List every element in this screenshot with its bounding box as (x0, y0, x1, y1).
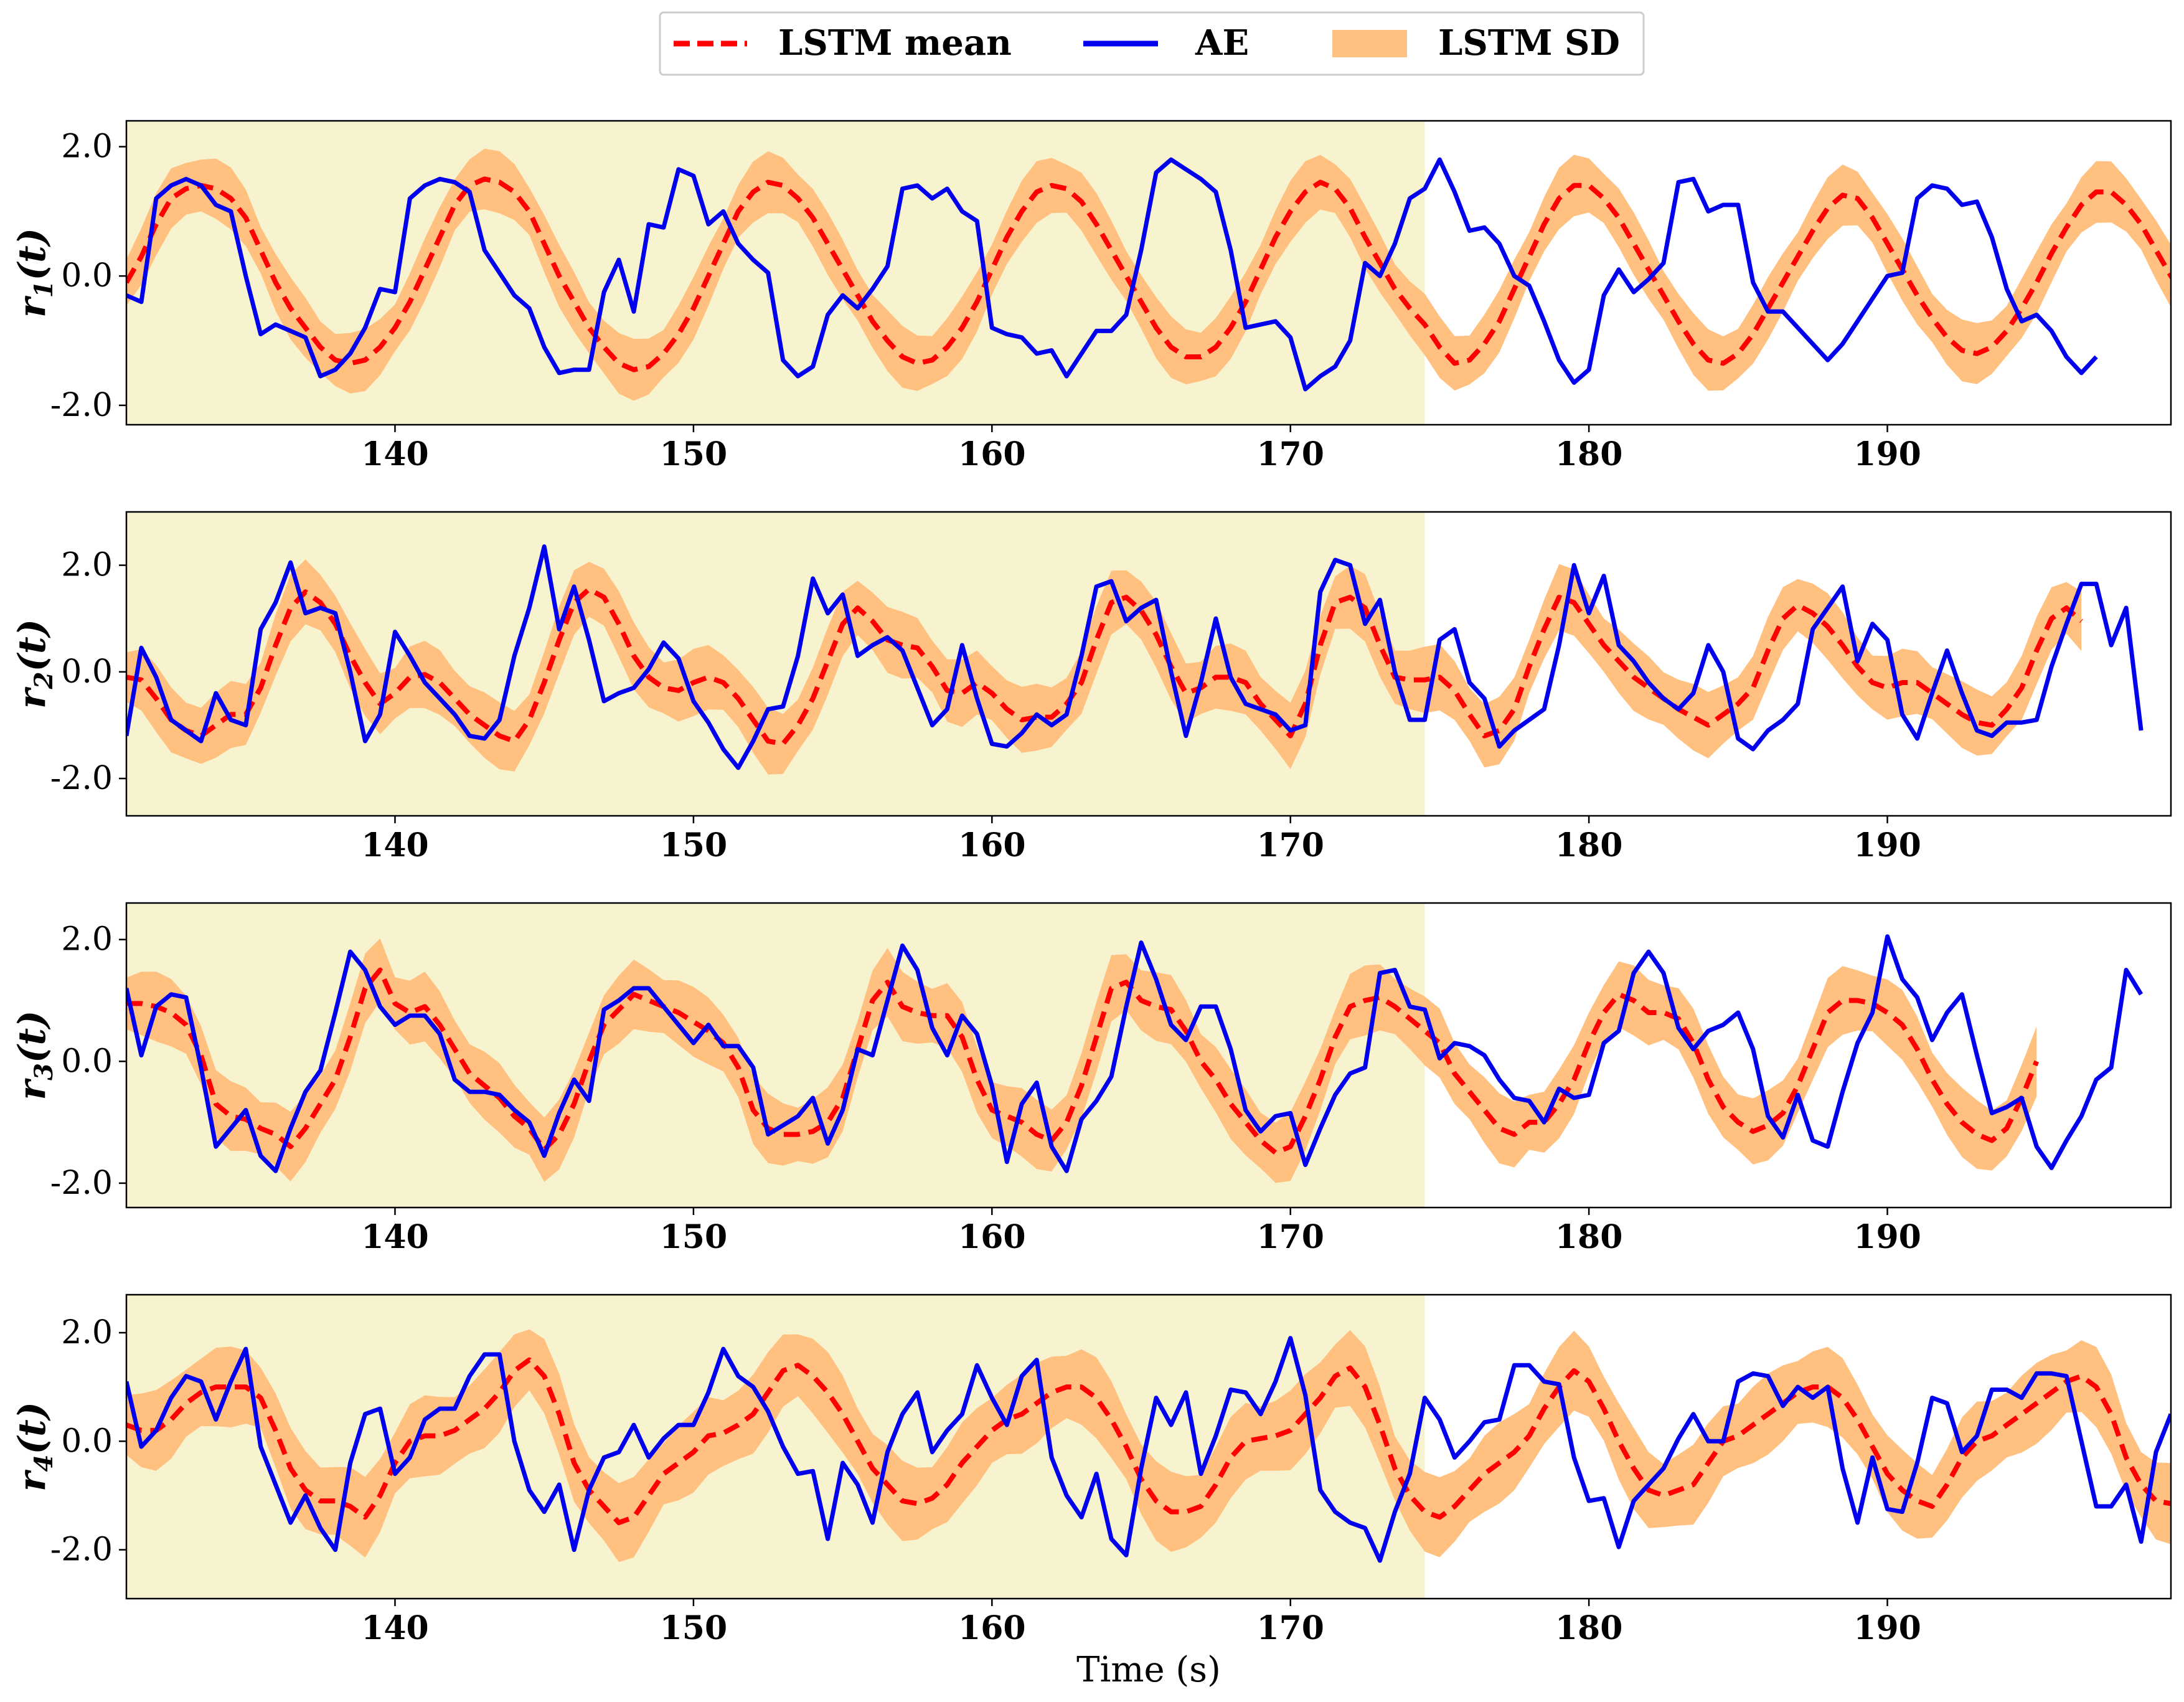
x-tick-label: 160 (958, 435, 1026, 473)
x-tick-label: 180 (1555, 435, 1623, 473)
y-axis-label-main: r (11, 1469, 54, 1492)
y-axis-label-subscript: 1 (29, 281, 59, 298)
legend-lstm-mean-label: LSTM mean (778, 22, 1012, 64)
ae-line (126, 1336, 2171, 1563)
legend-lstm-sd-label: LSTM SD (1438, 22, 1620, 64)
ae-line (126, 934, 2144, 1173)
x-tick-label: 190 (1853, 435, 1921, 473)
y-tick-label: -2.0 (50, 1531, 113, 1569)
subplot-r3: 140 150 160 170 180 190 2.0 0.0 -2.0 r3(t) (11, 902, 2172, 1256)
x-tick-label: 170 (1256, 1218, 1324, 1256)
legend: LSTM mean AE LSTM SD (659, 11, 1645, 76)
ae-line (126, 544, 2144, 770)
y-axis-label-main: r (11, 686, 54, 709)
x-tick-label: 170 (1256, 826, 1324, 864)
y-tick-label: 0.0 (61, 257, 113, 295)
x-tick-label: 160 (958, 1218, 1026, 1256)
y-tick-label: 2.0 (61, 1314, 113, 1351)
x-tick-label: 190 (1853, 1218, 1921, 1256)
x-tick-label: 180 (1555, 826, 1623, 864)
x-tick-label: 160 (958, 1609, 1026, 1647)
y-axis-label: r4(t) (11, 1402, 59, 1492)
y-axis-label: r1(t) (11, 228, 59, 318)
subplot-r1: 140 150 160 170 180 190 2.0 0.0 -2.0 r1(t) (11, 120, 2172, 473)
y-axis-label-main: r (11, 1077, 54, 1100)
axes-frame (125, 1293, 2172, 1600)
x-tick-label: 140 (361, 1609, 429, 1647)
y-tick-label: -2.0 (50, 760, 113, 797)
y-tick-label: 0.0 (61, 653, 113, 691)
legend-ae-label: AE (1195, 22, 1249, 64)
x-tick-label: 170 (1256, 435, 1324, 473)
x-tick-label: 150 (660, 1609, 728, 1647)
y-tick-label: 2.0 (61, 921, 113, 958)
y-axis-label-subscript: 3 (29, 1063, 59, 1080)
lstm-sd-band (126, 1329, 2171, 1563)
x-tick-label: 180 (1555, 1609, 1623, 1647)
plot-area (126, 512, 2144, 816)
lstm-sd-band (126, 148, 2171, 401)
x-axis-label: Time (s) (1076, 1650, 1221, 1690)
y-tick-label: 2.0 (61, 128, 113, 166)
subplot-r2: 140 150 160 170 180 190 2.0 0.0 -2.0 r2(t) (11, 511, 2172, 864)
x-tick-label: 180 (1555, 1218, 1623, 1256)
lstm-mean-line (126, 967, 2040, 1155)
axes-frame (125, 120, 2172, 426)
lstm-mean-line (126, 587, 2083, 747)
y-axis-label-main: r (11, 295, 54, 318)
y-axis-label: r3(t) (11, 1011, 59, 1100)
x-tick-label: 170 (1256, 1609, 1324, 1647)
lstm-sd-band (126, 938, 2037, 1183)
x-tick-label: 150 (660, 435, 728, 473)
x-tick-label: 150 (660, 826, 728, 864)
x-tick-label: 140 (361, 1218, 429, 1256)
y-axis-label: r2(t) (11, 619, 59, 709)
subplot-r4: 140 150 160 170 180 190 2.0 0.0 -2.0 r4(t) (11, 1293, 2172, 1647)
y-axis-label-tail: (t) (11, 228, 54, 281)
ae-line (126, 157, 2098, 392)
x-tick-label: 150 (660, 1218, 728, 1256)
axes-frame (125, 511, 2172, 817)
x-tick-label: 140 (361, 435, 429, 473)
plot-area (126, 121, 2171, 425)
y-tick-label: 0.0 (61, 1042, 113, 1080)
legend-lstm-sd-swatch (1332, 30, 1407, 57)
y-tick-label: -2.0 (50, 387, 113, 424)
y-tick-label: 0.0 (61, 1422, 113, 1460)
y-axis-label-tail: (t) (11, 1402, 54, 1455)
x-tick-label: 190 (1853, 826, 1921, 864)
axes-frame (125, 902, 2172, 1209)
plot-area (126, 1295, 2171, 1599)
lstm-mean-line (126, 176, 2171, 372)
x-tick-label: 160 (958, 826, 1026, 864)
x-tick-label: 190 (1853, 1609, 1921, 1647)
plot-area (126, 903, 2144, 1208)
y-axis-label-tail: (t) (11, 619, 54, 672)
y-axis-label-tail: (t) (11, 1011, 54, 1064)
y-axis-label-subscript: 2 (29, 672, 59, 690)
y-axis-label-subscript: 4 (29, 1455, 59, 1472)
x-tick-label: 140 (361, 826, 429, 864)
y-tick-label: 2.0 (61, 547, 113, 584)
y-tick-label: -2.0 (50, 1165, 113, 1202)
